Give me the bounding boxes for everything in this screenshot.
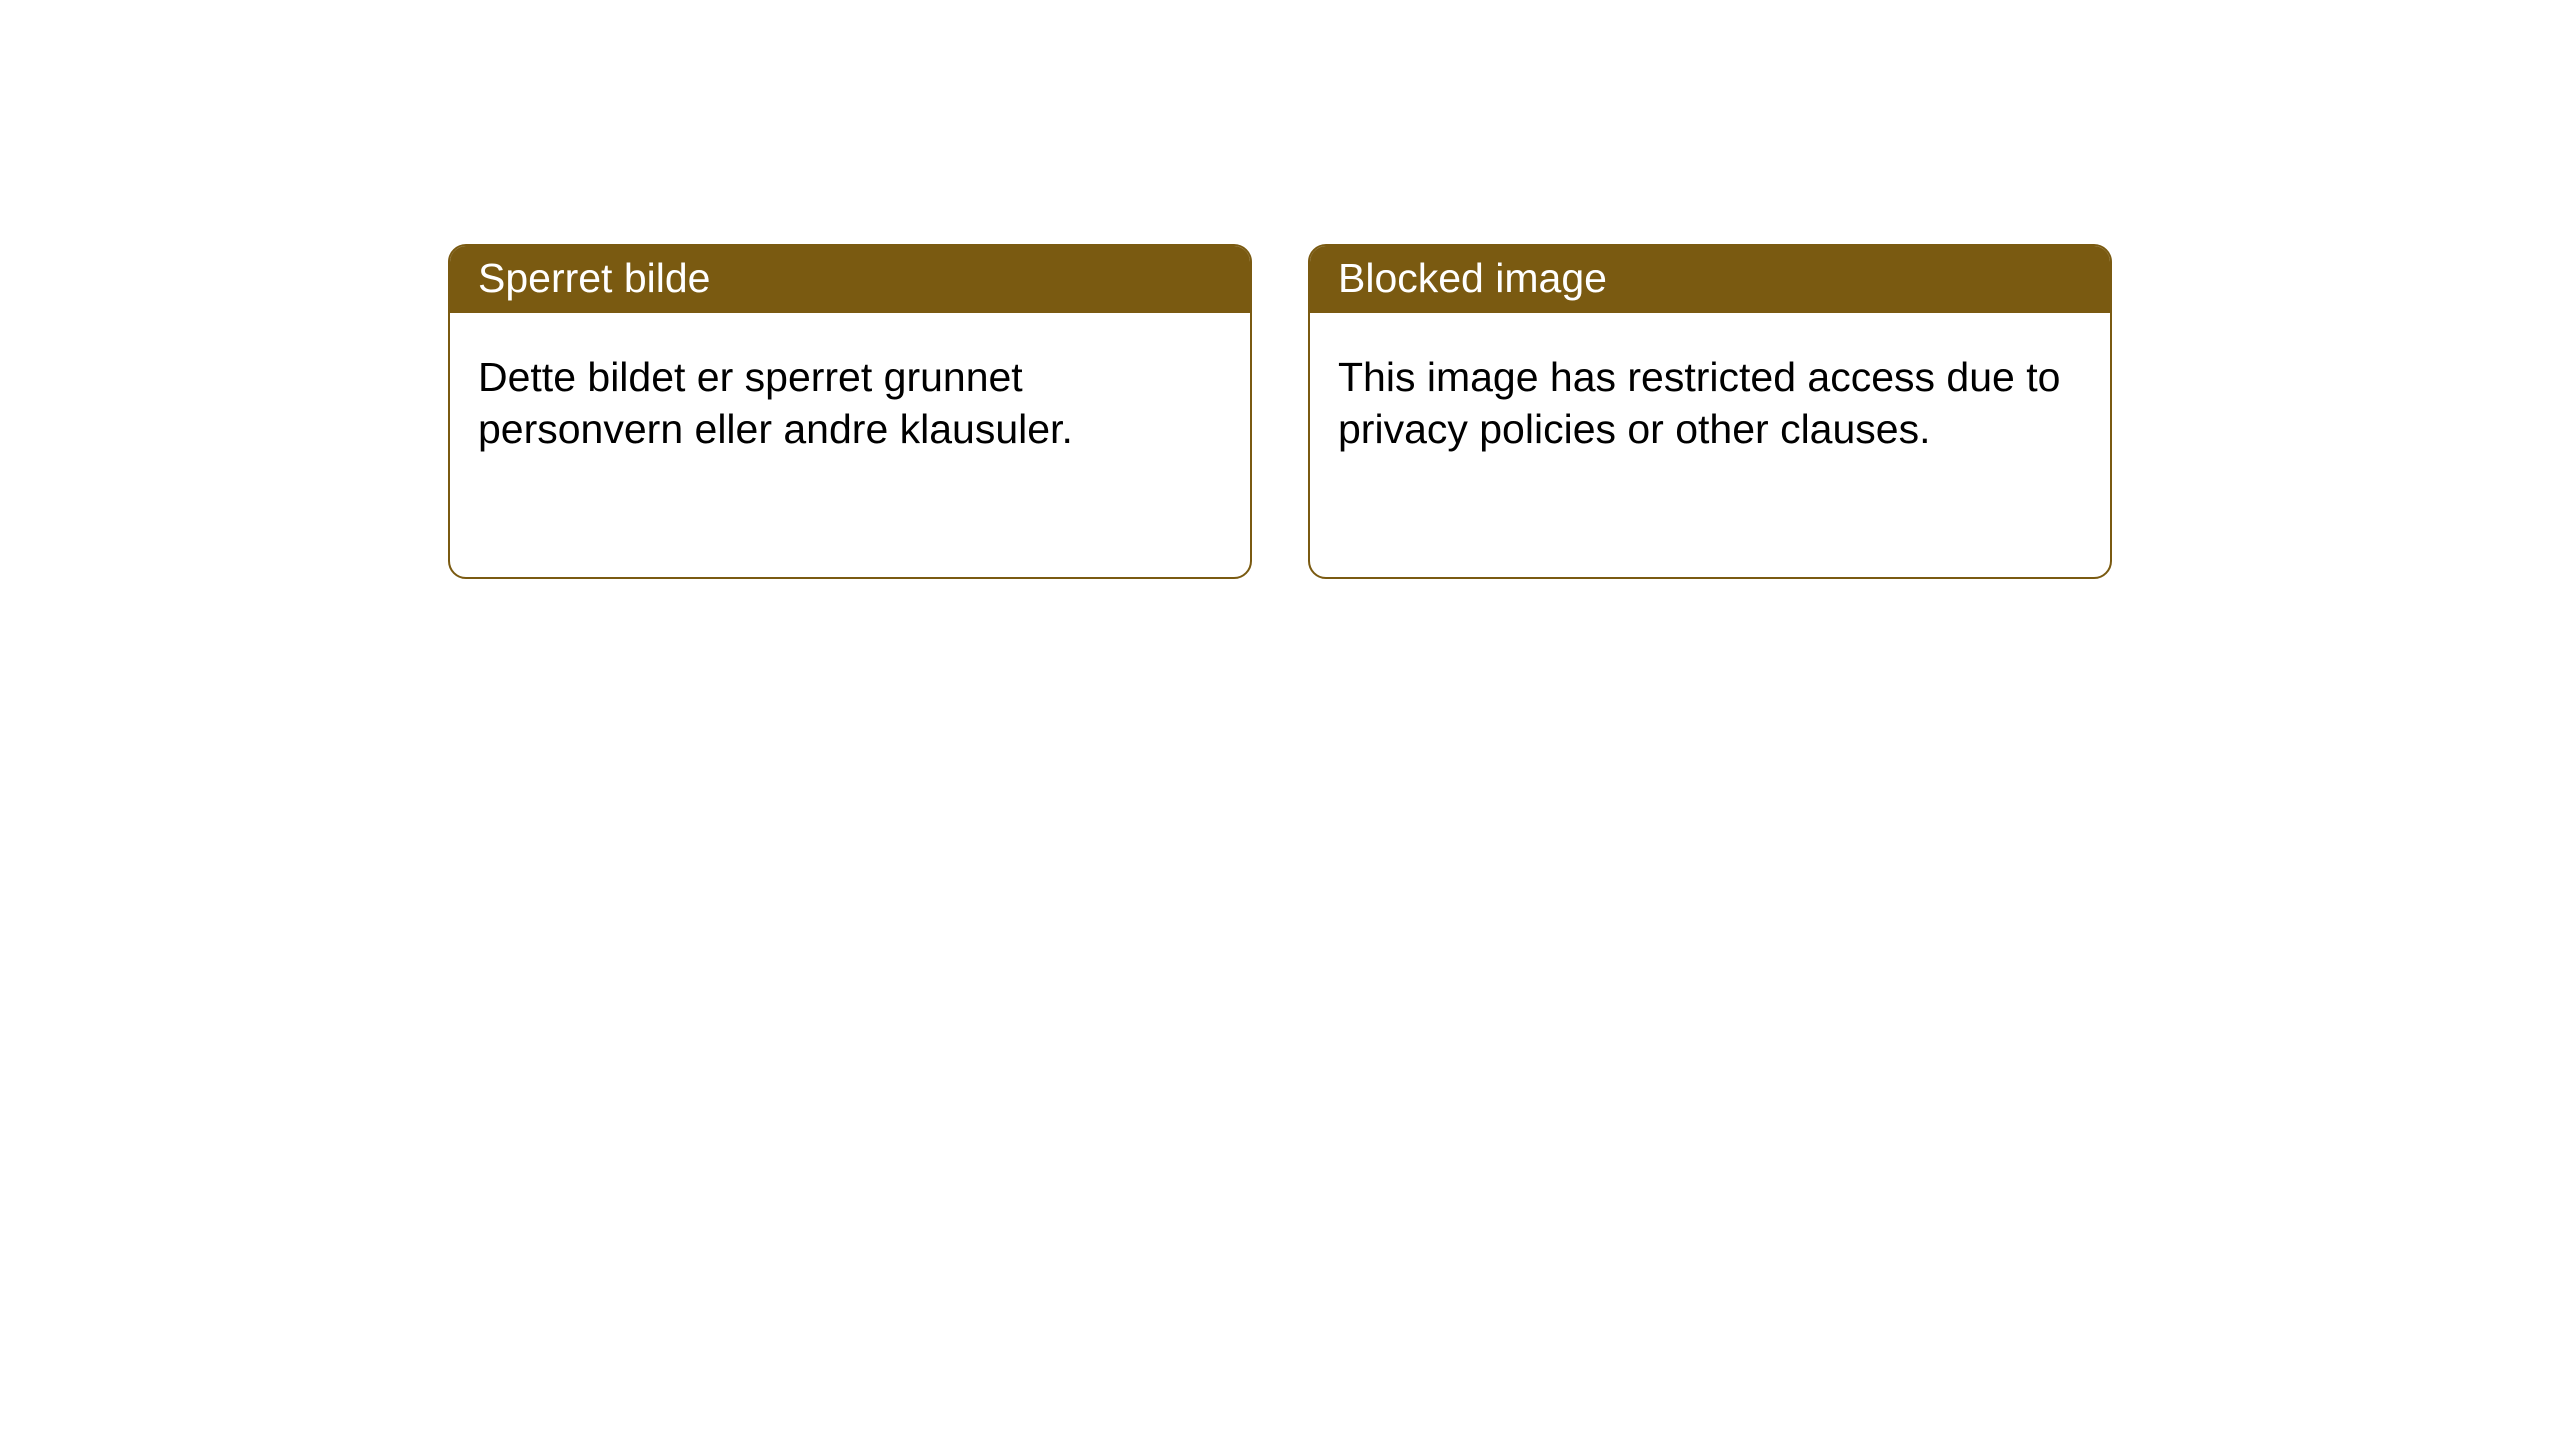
notice-title-english: Blocked image — [1310, 246, 2110, 313]
notice-card-english: Blocked image This image has restricted … — [1308, 244, 2112, 579]
notice-container: Sperret bilde Dette bildet er sperret gr… — [0, 0, 2560, 579]
notice-title-norwegian: Sperret bilde — [450, 246, 1250, 313]
notice-card-norwegian: Sperret bilde Dette bildet er sperret gr… — [448, 244, 1252, 579]
notice-body-english: This image has restricted access due to … — [1310, 313, 2110, 493]
notice-body-norwegian: Dette bildet er sperret grunnet personve… — [450, 313, 1250, 493]
